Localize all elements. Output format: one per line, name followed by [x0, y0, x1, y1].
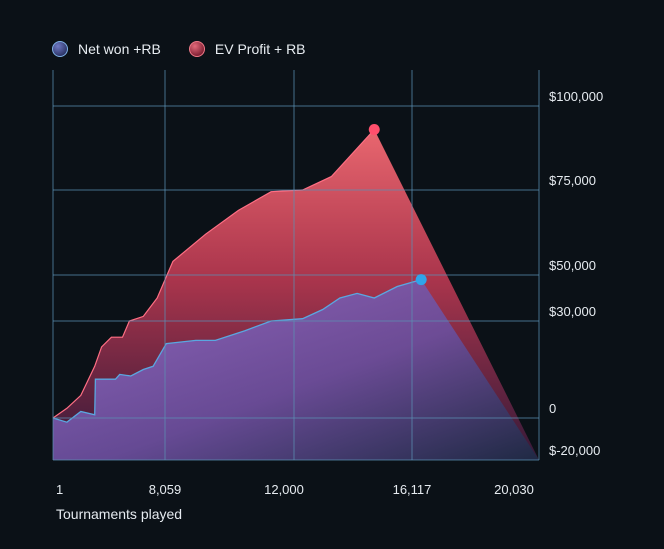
x-tick-label: 12,000 [264, 482, 304, 497]
y-tick-label: $30,000 [549, 304, 596, 319]
legend-item-ev-profit[interactable]: EV Profit + RB [188, 41, 306, 57]
x-tick-label: 8,059 [149, 482, 182, 497]
y-tick-label: $100,000 [549, 89, 603, 104]
y-tick-label: 0 [549, 401, 556, 416]
ev-profit-line [52, 129, 375, 419]
x-tick-label: 1 [56, 482, 63, 497]
x-tick-label: 16,117 [393, 482, 432, 497]
legend-item-net-won[interactable]: Net won +RB [52, 41, 161, 57]
legend-label-ev-profit: EV Profit + RB [214, 41, 306, 57]
x-axis-title: Tournaments played [56, 506, 183, 522]
y-tick-label: $75,000 [549, 173, 596, 188]
legend: Net won +RB EV Profit + RB [52, 41, 306, 57]
ev-profit-end-point [368, 124, 380, 136]
net-won-swatch-icon [52, 41, 68, 57]
y-tick-label: $50,000 [549, 258, 596, 273]
net-won-area [53, 279, 539, 460]
y-tick-label: $-20,000 [549, 443, 600, 458]
net-won-line [52, 278, 422, 423]
ev-profit-swatch-icon [188, 41, 205, 57]
legend-label-net-won: Net won +RB [78, 41, 161, 57]
x-tick-label: 20,030 [494, 482, 534, 497]
net-won-end-point [415, 274, 427, 286]
